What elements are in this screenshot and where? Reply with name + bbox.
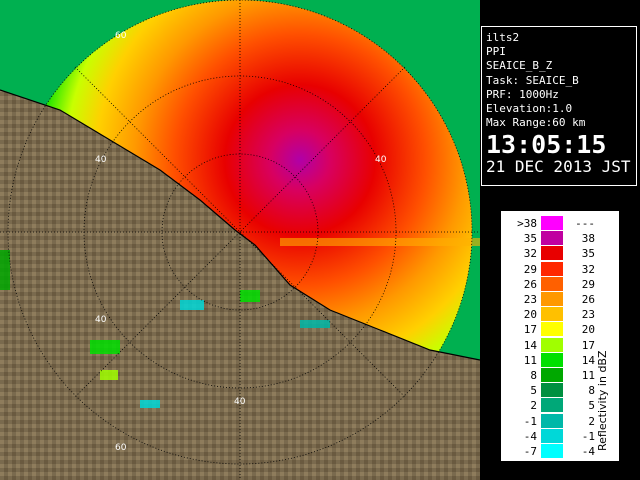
legend-low-value: -7 <box>523 445 537 458</box>
range-label-40-south: 40 <box>234 397 246 407</box>
legend-high-value: 8 <box>588 384 595 398</box>
legend-low-value: 35 <box>523 232 537 246</box>
legend-color-swatch <box>541 216 563 230</box>
legend-low-value: 5 <box>530 384 537 398</box>
legend-high-value: 32 <box>581 262 595 276</box>
legend-high-value: 38 <box>581 232 595 246</box>
legend-low-value: 23 <box>523 293 537 306</box>
legend-low-value: 14 <box>523 338 537 352</box>
radar-map: 40 60 40 40 40 60 <box>0 0 480 480</box>
legend-color-swatch <box>541 246 563 261</box>
elevation-value: Elevation:1.0 <box>486 102 573 116</box>
range-label-40-north: 40 <box>375 155 387 165</box>
legend-row: 29 32 <box>501 261 601 277</box>
legend-low-value: 2 <box>530 399 537 413</box>
legend-row: -7 -4 <box>501 444 601 459</box>
legend-row: 26 29 <box>501 276 601 292</box>
legend-color-swatch <box>541 428 563 443</box>
legend-low-value: 29 <box>523 262 537 276</box>
range-label-60-north: 60 <box>115 31 127 41</box>
legend-row: -1 2 <box>501 413 601 429</box>
reflectivity-legend: >38 --- 35 38 32 35 29 32 26 29 23 26 20 23 17 20 14 17 11… <box>500 210 620 462</box>
legend-color-swatch <box>541 413 563 428</box>
legend-high-value: 20 <box>581 323 595 337</box>
legend-low-value: 20 <box>523 308 537 322</box>
legend-high-value: 5 <box>588 399 595 413</box>
legend-row: 14 17 <box>501 337 601 353</box>
legend-title: Reflectivity in dBZ <box>596 350 609 451</box>
range-label-40-west: 40 <box>95 155 107 165</box>
legend-color-swatch <box>541 444 563 458</box>
legend-color-swatch <box>541 398 563 413</box>
legend-low-value: 11 <box>523 353 537 367</box>
legend-color-swatch <box>541 352 563 367</box>
legend-low-value: >38 <box>517 217 537 230</box>
legend-row: 17 20 <box>501 322 601 337</box>
range-label-40-southwest: 40 <box>95 315 107 325</box>
legend-high-value: 11 <box>581 369 595 382</box>
legend-color-swatch <box>541 368 563 382</box>
legend-color-swatch <box>541 261 563 276</box>
legend-row: -4 -1 <box>501 428 601 444</box>
radar-ppi-view[interactable]: 40 60 40 40 40 60 <box>0 0 480 480</box>
legend-row: 8 11 <box>501 368 601 383</box>
scan-info-panel: ilts2 PPI SEAICE_B_Z Task: SEAICE_B PRF:… <box>481 26 637 186</box>
range-rings <box>0 153 480 311</box>
land-echoes <box>0 250 330 408</box>
legend-high-value: -1 <box>581 429 595 443</box>
legend-color-swatch <box>541 292 563 306</box>
legend-low-value: 26 <box>523 277 537 291</box>
legend-high-value: 14 <box>581 353 595 367</box>
legend-high-value: 2 <box>588 414 595 428</box>
legend-color-swatch <box>541 383 563 398</box>
legend-high-value: 23 <box>581 308 595 322</box>
legend-high-value: 35 <box>581 247 595 261</box>
legend-high-value: 29 <box>581 277 595 291</box>
max-range-value: Max Range:60 km <box>486 116 586 130</box>
legend-row: 23 26 <box>501 292 601 307</box>
prf-value: PRF: 1000Hz <box>486 87 559 101</box>
scan-time: 13:05:15 <box>486 130 607 160</box>
legend-row: 11 14 <box>501 352 601 368</box>
legend-color-swatch <box>541 231 563 246</box>
legend-low-value: 17 <box>523 323 537 337</box>
legend-row: 32 35 <box>501 246 601 261</box>
task-name: Task: SEAICE_B <box>486 73 579 87</box>
product-name: SEAICE_B_Z <box>486 59 553 73</box>
legend-color-swatch <box>541 276 563 291</box>
legend-low-value: 32 <box>523 247 537 261</box>
legend-color-swatch <box>541 322 563 337</box>
legend-high-value: 17 <box>581 338 595 352</box>
legend-row: 35 38 <box>501 231 601 246</box>
radar-name: ilts2 <box>486 31 520 44</box>
legend-color-swatch <box>541 337 563 352</box>
legend-low-value: 8 <box>530 369 537 382</box>
legend-high-value: -4 <box>581 445 595 458</box>
scan-date: 21 DEC 2013 JST <box>486 157 631 177</box>
legend-row: 20 23 <box>501 307 601 322</box>
legend-high-value: --- <box>575 217 595 230</box>
legend-high-value: 26 <box>581 293 595 306</box>
legend-row: >38 --- <box>501 216 601 231</box>
scan-type: PPI <box>486 45 506 59</box>
legend-color-swatch <box>541 307 563 322</box>
legend-low-value: -4 <box>523 429 537 443</box>
legend-low-value: -1 <box>523 414 537 428</box>
range-label-60-south: 60 <box>115 443 127 453</box>
